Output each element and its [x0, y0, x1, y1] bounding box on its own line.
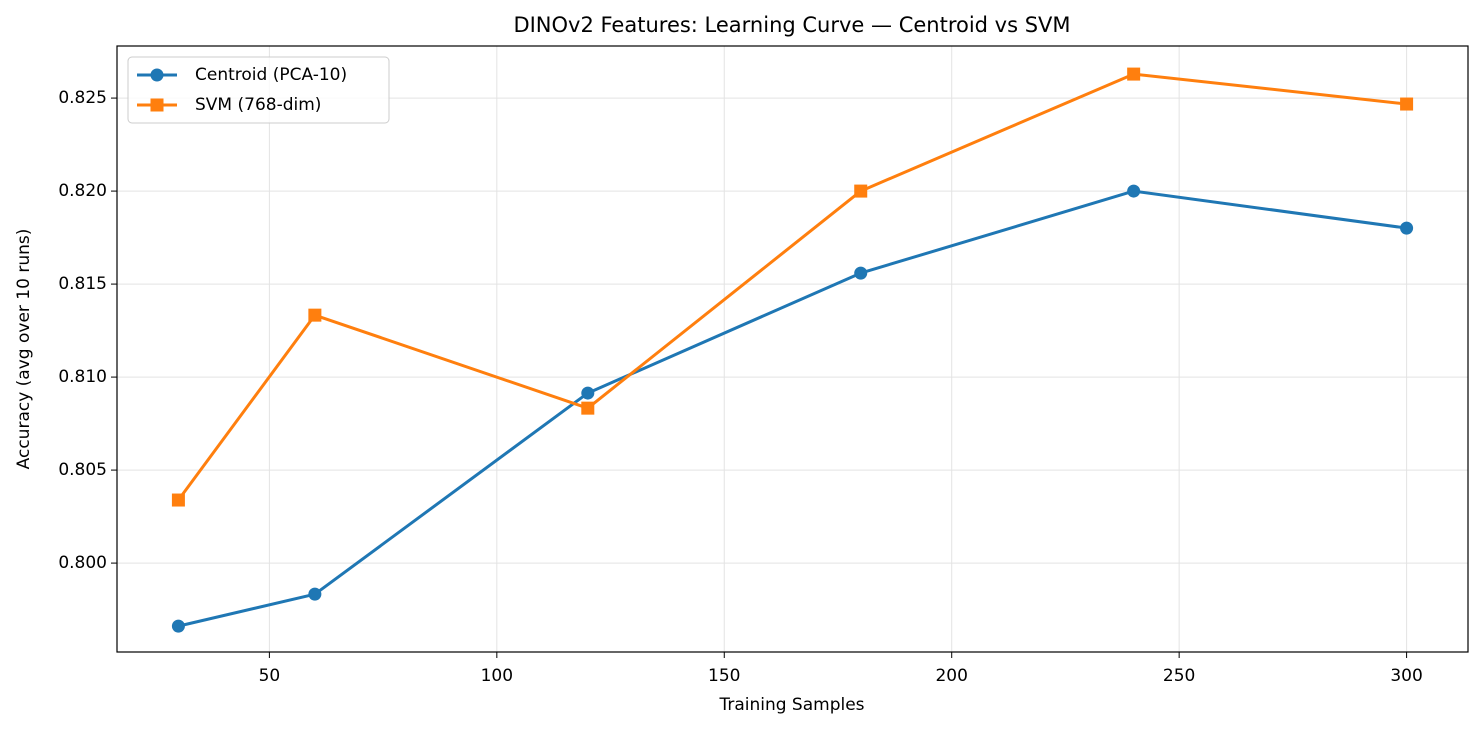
grid — [117, 46, 1468, 652]
series-line — [177, 72, 1407, 501]
y-tick-label: 0.820 — [58, 181, 107, 201]
chart-title: DINOv2 Features: Learning Curve — Centro… — [513, 13, 1070, 37]
x-tick-label: 50 — [259, 666, 281, 686]
marker — [308, 587, 322, 601]
x-tick-label: 200 — [935, 666, 967, 686]
marker — [581, 401, 595, 415]
marker — [171, 619, 185, 633]
y-axis-label: Accuracy (avg over 10 runs) — [14, 229, 34, 470]
plot-frame — [116, 45, 1469, 653]
x-tick-label: 150 — [708, 666, 740, 686]
legend-label: Centroid (PCA-10) — [195, 65, 347, 85]
legend: Centroid (PCA-10) SVM (768-dim) — [127, 56, 390, 124]
marker — [1127, 184, 1141, 198]
marker — [171, 493, 185, 507]
y-tick-label: 0.810 — [58, 367, 107, 387]
marker — [854, 266, 868, 280]
x-tick-label: 100 — [481, 666, 513, 686]
y-tick-label: 0.800 — [58, 553, 107, 573]
marker — [150, 98, 164, 112]
x-tick-label: 300 — [1390, 666, 1422, 686]
marker — [150, 68, 164, 82]
x-axis-label: Training Samples — [718, 695, 864, 715]
marker — [1400, 221, 1414, 235]
marker — [308, 308, 322, 322]
y-tick-label: 0.805 — [58, 460, 107, 480]
marker — [1400, 97, 1414, 111]
y-tick-label: 0.825 — [58, 88, 107, 108]
legend-box — [127, 56, 390, 124]
series-line — [178, 189, 1407, 628]
legend-label: SVM (768-dim) — [195, 95, 321, 115]
plot — [171, 67, 1414, 633]
y-tick-label: 0.815 — [58, 274, 107, 294]
marker — [854, 184, 868, 198]
marker — [1127, 67, 1141, 81]
marker — [581, 386, 595, 400]
x-tick-label: 250 — [1163, 666, 1195, 686]
